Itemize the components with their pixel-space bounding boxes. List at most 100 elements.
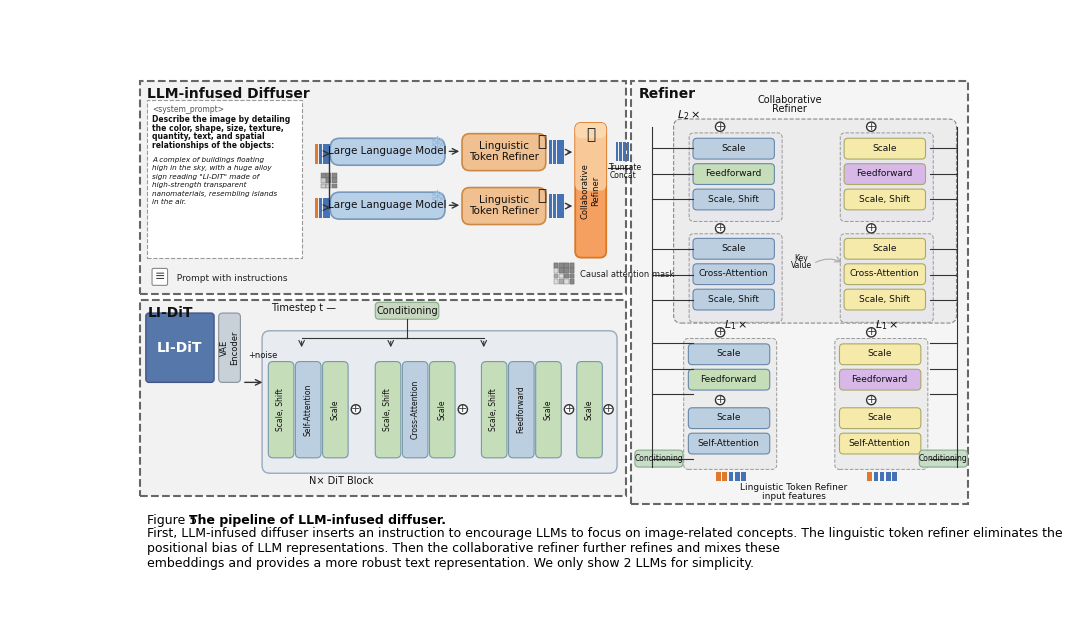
Text: +: + [866, 122, 876, 132]
Text: Truncate: Truncate [609, 163, 643, 172]
Bar [323, 144, 326, 164]
Bar [565, 268, 569, 273]
Text: VAE
Encoder: VAE Encoder [220, 330, 240, 365]
Bar [559, 268, 564, 273]
Text: Cross-Attention: Cross-Attention [410, 380, 419, 439]
Bar [723, 472, 727, 481]
Text: $L_2\times$: $L_2\times$ [677, 108, 701, 122]
Text: sign reading "LI-DIT" made of: sign reading "LI-DIT" made of [152, 174, 259, 180]
Text: Concat: Concat [609, 171, 636, 180]
Bar [321, 173, 326, 178]
FancyBboxPatch shape [840, 234, 933, 322]
Text: +: + [458, 404, 468, 414]
Text: Large Language Model: Large Language Model [328, 146, 447, 157]
FancyBboxPatch shape [845, 289, 926, 310]
Text: Collaborative: Collaborative [757, 95, 822, 105]
Circle shape [866, 396, 876, 404]
Text: Scale: Scale [721, 144, 745, 153]
FancyBboxPatch shape [635, 450, 683, 467]
Bar [570, 279, 575, 284]
Circle shape [715, 122, 725, 132]
Text: in the air.: in the air. [152, 199, 187, 205]
Text: Refiner: Refiner [772, 104, 808, 114]
FancyBboxPatch shape [693, 164, 774, 185]
Bar [716, 472, 721, 481]
Bar [619, 142, 622, 162]
Bar [570, 263, 575, 268]
Text: input features: input features [761, 492, 826, 501]
Bar [319, 198, 322, 218]
Bar [565, 268, 569, 273]
FancyBboxPatch shape [688, 369, 770, 390]
Text: Scale, Shift: Scale, Shift [859, 295, 910, 304]
Bar [570, 273, 575, 279]
Bar [623, 142, 625, 162]
Text: Key: Key [795, 254, 808, 263]
FancyBboxPatch shape [576, 123, 606, 138]
Text: Scale, Shift: Scale, Shift [707, 195, 759, 204]
Bar [734, 472, 740, 481]
Text: +: + [604, 404, 613, 414]
Bar [556, 140, 559, 164]
FancyBboxPatch shape [693, 289, 774, 310]
Text: 🔥: 🔥 [538, 188, 546, 203]
Bar [559, 279, 564, 284]
Bar [326, 183, 332, 189]
Circle shape [604, 404, 613, 414]
Circle shape [715, 328, 725, 337]
Bar [867, 472, 872, 481]
FancyBboxPatch shape [688, 408, 770, 429]
Text: Scale, Shift: Scale, Shift [276, 388, 285, 431]
Bar [554, 263, 558, 268]
Bar [139, 300, 625, 496]
Text: Causal attention mask: Causal attention mask [580, 270, 674, 279]
Text: 🔥: 🔥 [586, 127, 595, 142]
Bar [559, 263, 564, 268]
FancyBboxPatch shape [674, 119, 957, 323]
Bar [323, 198, 326, 218]
Bar [321, 183, 326, 189]
Bar [874, 472, 878, 481]
Text: Token Refiner: Token Refiner [469, 206, 539, 215]
Text: +: + [715, 224, 725, 233]
Bar [314, 198, 318, 218]
Text: Linguistic: Linguistic [478, 195, 529, 205]
Text: Scale: Scale [330, 399, 339, 420]
Text: <system_prompt>: <system_prompt> [152, 105, 224, 114]
Text: Self-Attention: Self-Attention [698, 439, 759, 448]
FancyBboxPatch shape [152, 268, 167, 286]
FancyBboxPatch shape [330, 138, 445, 166]
Text: Conditioning: Conditioning [376, 305, 437, 316]
Text: LI-DiT: LI-DiT [158, 341, 203, 355]
Bar [147, 100, 302, 258]
FancyBboxPatch shape [845, 138, 926, 159]
Bar [565, 263, 569, 268]
Bar [553, 140, 556, 164]
Text: N× DiT Block: N× DiT Block [309, 476, 374, 486]
Bar [565, 263, 569, 268]
Text: Feedforward: Feedforward [856, 169, 913, 178]
FancyBboxPatch shape [576, 123, 606, 190]
FancyBboxPatch shape [146, 313, 214, 382]
Bar [326, 144, 329, 164]
Text: Feedforward: Feedforward [852, 375, 908, 384]
FancyBboxPatch shape [693, 238, 774, 259]
FancyBboxPatch shape [509, 362, 535, 458]
FancyBboxPatch shape [430, 362, 455, 458]
FancyBboxPatch shape [693, 189, 774, 210]
FancyBboxPatch shape [462, 134, 545, 171]
Text: Feedforward: Feedforward [705, 169, 761, 178]
Bar [741, 472, 745, 481]
FancyBboxPatch shape [845, 264, 926, 284]
Text: A complex of buildings floating: A complex of buildings floating [152, 157, 265, 163]
Text: Timestep t —: Timestep t — [271, 303, 336, 312]
FancyBboxPatch shape [919, 450, 968, 467]
Text: LLM-infused Diffuser: LLM-infused Diffuser [147, 87, 310, 100]
Text: ❄: ❄ [430, 135, 445, 153]
FancyBboxPatch shape [330, 192, 445, 219]
Bar [553, 194, 556, 219]
Bar [880, 472, 885, 481]
Bar [549, 140, 552, 164]
FancyBboxPatch shape [839, 408, 921, 429]
FancyBboxPatch shape [840, 133, 933, 222]
